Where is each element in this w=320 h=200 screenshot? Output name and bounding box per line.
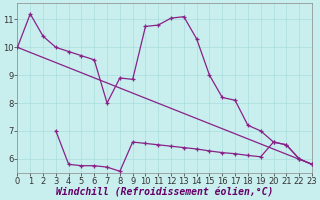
X-axis label: Windchill (Refroidissement éolien,°C): Windchill (Refroidissement éolien,°C) (56, 187, 273, 197)
